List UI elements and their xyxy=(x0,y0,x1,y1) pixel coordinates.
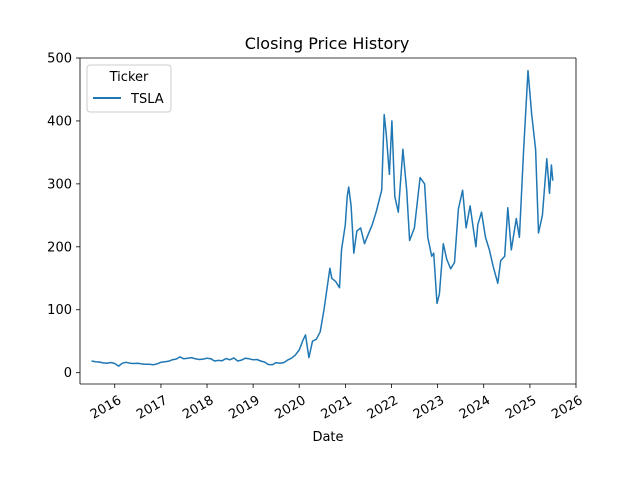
y-tick-label: 100 xyxy=(47,303,72,318)
x-tick-label: 2025 xyxy=(503,393,539,423)
legend: Ticker TSLA xyxy=(86,64,172,113)
x-tick-label: 2024 xyxy=(457,393,493,423)
y-axis-ticks: 0 100 200 300 400 500 xyxy=(47,52,80,381)
axes-frame xyxy=(79,57,577,385)
y-tick-label: 500 xyxy=(47,52,72,67)
y-tick-label: 200 xyxy=(47,240,72,255)
legend-title: Ticker xyxy=(109,70,149,85)
chart-title: Closing Price History xyxy=(245,34,410,53)
y-tick-label: 0 xyxy=(64,366,72,381)
x-tick-label: 2026 xyxy=(549,393,585,423)
x-tick-label: 2019 xyxy=(226,393,262,423)
x-tick-label: 2023 xyxy=(411,393,447,423)
series-line-tsla xyxy=(91,69,554,367)
x-tick-label: 2017 xyxy=(134,393,170,423)
legend-label-tsla: TSLA xyxy=(130,92,164,107)
x-axis-label: Date xyxy=(312,430,343,445)
x-axis-ticks: 2016 2017 2018 2019 2020 2021 2022 2023 2024 2025… xyxy=(88,384,585,423)
y-tick-label: 400 xyxy=(47,114,72,129)
x-tick-label: 2020 xyxy=(272,393,308,423)
legend-box xyxy=(86,64,172,113)
x-tick-label: 2018 xyxy=(180,393,216,423)
x-tick-label: 2021 xyxy=(319,393,355,423)
x-tick-label: 2022 xyxy=(365,393,401,423)
x-tick-label: 2016 xyxy=(88,393,124,423)
y-tick-label: 300 xyxy=(47,177,72,192)
